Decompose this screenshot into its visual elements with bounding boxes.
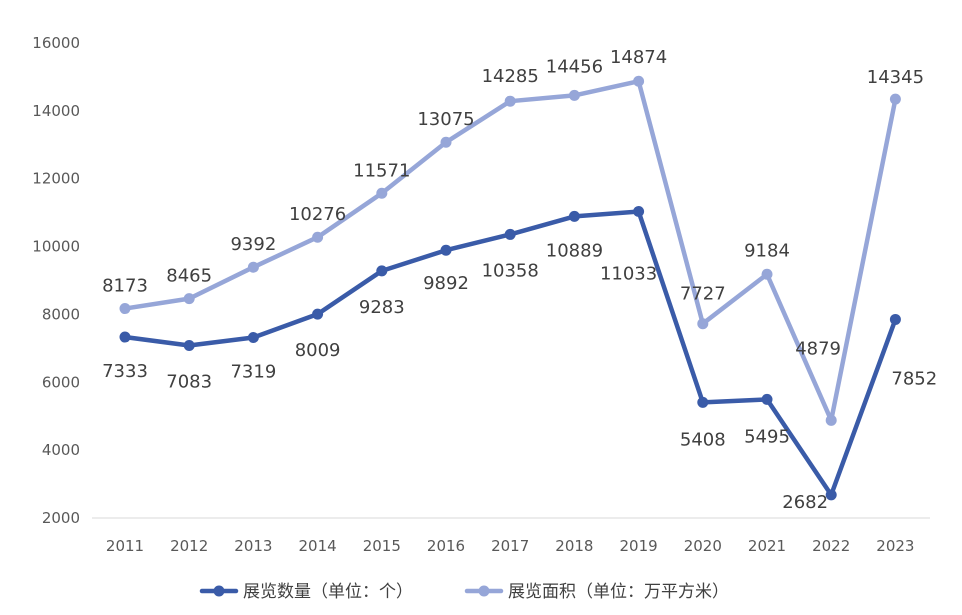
data-point — [889, 93, 901, 105]
y-axis: 2000 4000 6000 8000 10000 12000 14000 16000 — [32, 34, 80, 527]
data-label: 14285 — [482, 66, 539, 87]
series-2 — [119, 75, 901, 426]
data-point — [825, 414, 837, 426]
x-tick-label: 2020 — [684, 537, 722, 555]
data-label: 8465 — [166, 266, 212, 287]
data-label: 14456 — [546, 56, 603, 77]
x-tick-label: 2014 — [299, 537, 337, 555]
legend-label: 展览面积（单位：万平方米） — [508, 582, 729, 602]
data-label: 10358 — [482, 260, 539, 281]
data-label: 7083 — [166, 372, 212, 393]
data-label: 11033 — [600, 264, 657, 285]
data-point — [312, 231, 324, 243]
data-point — [504, 95, 516, 107]
x-tick-label: 2013 — [234, 537, 272, 555]
x-tick-label: 2018 — [555, 537, 593, 555]
data-point — [312, 308, 324, 320]
data-point — [119, 303, 131, 315]
data-point — [633, 206, 645, 218]
data-point — [247, 261, 259, 273]
legend-item-1: 展览数量（单位：个） — [199, 582, 413, 602]
data-point — [504, 228, 516, 240]
x-axis: 2011 2012 2013 2014 2015 2016 2017 2018 2019 2020… — [106, 537, 915, 555]
data-point — [440, 136, 452, 148]
data-label: 7319 — [230, 362, 276, 383]
x-tick-label: 2016 — [427, 537, 465, 555]
data-label: 14345 — [867, 67, 924, 88]
data-label: 7852 — [891, 368, 937, 389]
data-label: 7333 — [102, 361, 148, 382]
y-tick-label: 14000 — [32, 102, 80, 120]
data-point — [889, 313, 901, 325]
y-tick-label: 10000 — [32, 238, 80, 256]
data-point — [761, 393, 773, 405]
data-label: 8009 — [295, 340, 341, 361]
data-label: 10889 — [546, 240, 603, 261]
data-labels-layer: 7333 7083 7319 8009 9283 9892 10358 10889 11033 5… — [102, 47, 937, 513]
legend-swatch-marker — [478, 585, 490, 597]
data-point — [568, 210, 580, 222]
data-point — [119, 331, 131, 343]
y-tick-label: 6000 — [42, 373, 80, 391]
data-label: 10276 — [289, 204, 346, 225]
x-tick-label: 2021 — [748, 537, 786, 555]
data-point — [633, 75, 645, 87]
data-point — [247, 332, 259, 344]
legend-swatch-marker — [213, 585, 225, 597]
legend: 展览数量（单位：个） 展览面积（单位：万平方米） — [199, 582, 729, 602]
data-label: 9892 — [423, 273, 469, 294]
x-tick-label: 2017 — [491, 537, 529, 555]
data-label: 7727 — [680, 284, 726, 305]
series-1 — [119, 206, 901, 501]
y-tick-label: 12000 — [32, 170, 80, 188]
x-tick-label: 2023 — [876, 537, 914, 555]
data-point — [183, 340, 195, 352]
y-tick-label: 16000 — [32, 34, 80, 52]
y-tick-label: 2000 — [42, 509, 80, 527]
data-point — [697, 318, 709, 330]
data-label: 14874 — [610, 47, 667, 68]
data-label: 9283 — [359, 297, 405, 318]
data-point — [376, 265, 388, 277]
x-tick-label: 2022 — [812, 537, 850, 555]
data-point — [697, 396, 709, 408]
data-label: 9184 — [744, 240, 790, 261]
data-label: 9392 — [230, 234, 276, 255]
data-label: 8173 — [102, 276, 148, 297]
x-tick-label: 2011 — [106, 537, 144, 555]
y-tick-label: 8000 — [42, 305, 80, 323]
data-label: 5408 — [680, 429, 726, 450]
x-tick-label: 2015 — [363, 537, 401, 555]
x-tick-label: 2012 — [170, 537, 208, 555]
data-point — [568, 89, 580, 101]
series-layer — [119, 75, 901, 501]
data-label: 13075 — [417, 109, 474, 130]
y-tick-label: 4000 — [42, 441, 80, 459]
data-label: 4879 — [795, 338, 841, 359]
data-point — [376, 187, 388, 199]
data-point — [825, 489, 837, 501]
data-point — [183, 293, 195, 305]
data-point — [440, 244, 452, 256]
data-label: 11571 — [353, 160, 410, 181]
data-label: 2682 — [782, 492, 828, 513]
data-point — [761, 268, 773, 280]
data-label: 5495 — [744, 426, 790, 447]
legend-label: 展览数量（单位：个） — [243, 582, 413, 602]
legend-item-2: 展览面积（单位：万平方米） — [464, 582, 729, 602]
x-tick-label: 2019 — [620, 537, 658, 555]
